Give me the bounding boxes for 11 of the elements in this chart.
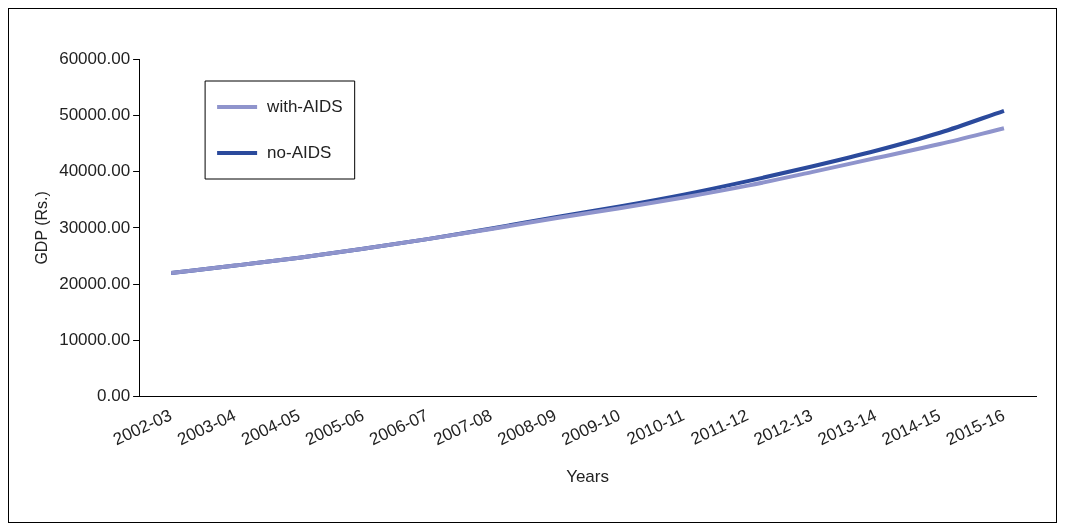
y-tick-label: 60000.00: [59, 48, 131, 68]
y-axis-title: GDP (Rs.): [33, 191, 51, 265]
legend-label: no-AIDS: [267, 142, 332, 162]
y-tick-label: 50000.00: [59, 104, 131, 124]
y-tick-label: 20000.00: [59, 273, 131, 293]
y-tick-label: 0.00: [97, 386, 131, 406]
y-tick-label: 10000.00: [59, 330, 131, 350]
y-tick-label: 30000.00: [59, 217, 131, 237]
x-axis-title: Years: [566, 467, 609, 487]
legend-label: with-AIDS: [266, 96, 343, 116]
y-tick-label: 40000.00: [59, 161, 131, 181]
